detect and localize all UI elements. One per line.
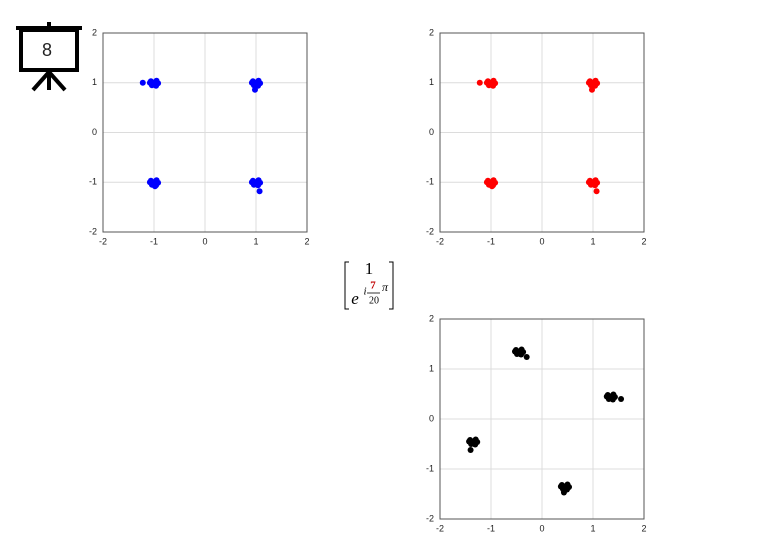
- y-tick-label: 1: [92, 77, 97, 87]
- point: [155, 80, 162, 87]
- y-tick-label: 2: [429, 313, 434, 323]
- point: [557, 483, 564, 490]
- point: [594, 179, 601, 186]
- x-tick-label: -2: [99, 236, 107, 246]
- y-tick-label: -2: [89, 226, 97, 236]
- point: [588, 86, 595, 93]
- x-tick-label: -1: [150, 236, 158, 246]
- formula-denominator: 20: [369, 295, 379, 306]
- point: [520, 349, 527, 355]
- y-tick-label: -1: [426, 177, 434, 187]
- x-tick-label: 2: [641, 523, 646, 533]
- y-tick-label: 0: [92, 127, 97, 137]
- y-tick-label: 0: [429, 413, 434, 423]
- point: [492, 80, 499, 87]
- formula-top: 1: [365, 259, 374, 278]
- point: [523, 354, 530, 360]
- point: [474, 439, 481, 445]
- point: [489, 183, 496, 190]
- point: [257, 179, 264, 186]
- point: [146, 179, 153, 186]
- formula-pi: π: [382, 280, 389, 294]
- point: [511, 348, 518, 355]
- slide-number: 8: [42, 40, 52, 60]
- x-tick-label: 1: [253, 236, 258, 246]
- x-tick-label: -2: [436, 523, 444, 533]
- point: [139, 79, 146, 86]
- x-tick-label: 0: [202, 236, 207, 246]
- point: [152, 183, 159, 190]
- x-tick-label: 1: [590, 523, 595, 533]
- x-tick-label: 1: [590, 236, 595, 246]
- plot-frame: [102, 32, 308, 233]
- point: [560, 489, 567, 496]
- formula-exp-prefix: i: [363, 286, 366, 298]
- point: [248, 179, 255, 186]
- point: [248, 79, 255, 86]
- point: [251, 86, 258, 93]
- y-tick-label: -1: [89, 177, 97, 187]
- y-tick-label: -2: [426, 226, 434, 236]
- plot-frame: [439, 32, 645, 233]
- point: [256, 188, 263, 195]
- point: [476, 79, 483, 86]
- formula: 1 e i 7 20 π: [344, 259, 394, 310]
- point: [618, 396, 625, 402]
- x-tick-label: 2: [304, 236, 309, 246]
- point: [257, 80, 264, 87]
- icon-leg: [31, 70, 51, 92]
- point: [483, 179, 490, 186]
- y-tick-label: -2: [426, 513, 434, 523]
- y-tick-label: 1: [429, 77, 434, 87]
- x-tick-label: 2: [641, 236, 646, 246]
- icon-leg: [47, 70, 67, 92]
- x-tick-label: -1: [487, 523, 495, 533]
- x-tick-label: 0: [539, 236, 544, 246]
- slide-icon: [16, 22, 82, 92]
- point: [566, 484, 573, 490]
- y-tick-label: 1: [429, 363, 434, 373]
- point: [593, 188, 600, 195]
- point: [467, 447, 474, 453]
- bracket-left: [344, 261, 349, 310]
- x-tick-label: -1: [487, 236, 495, 246]
- x-tick-label: -2: [436, 236, 444, 246]
- x-tick-label: 0: [539, 523, 544, 533]
- formula-base: e: [351, 289, 359, 308]
- point: [585, 179, 592, 186]
- point: [603, 393, 610, 400]
- bracket-right: [389, 261, 394, 310]
- y-tick-label: -1: [426, 463, 434, 473]
- formula-numerator: 7: [370, 280, 376, 292]
- point: [611, 394, 618, 400]
- y-tick-label: 0: [429, 127, 434, 137]
- point: [594, 80, 601, 87]
- plot-frame: [439, 318, 645, 520]
- point: [466, 438, 473, 445]
- point: [585, 79, 592, 86]
- y-tick-label: 2: [429, 27, 434, 37]
- point: [483, 79, 490, 86]
- point: [146, 79, 153, 86]
- y-tick-label: 2: [92, 27, 97, 37]
